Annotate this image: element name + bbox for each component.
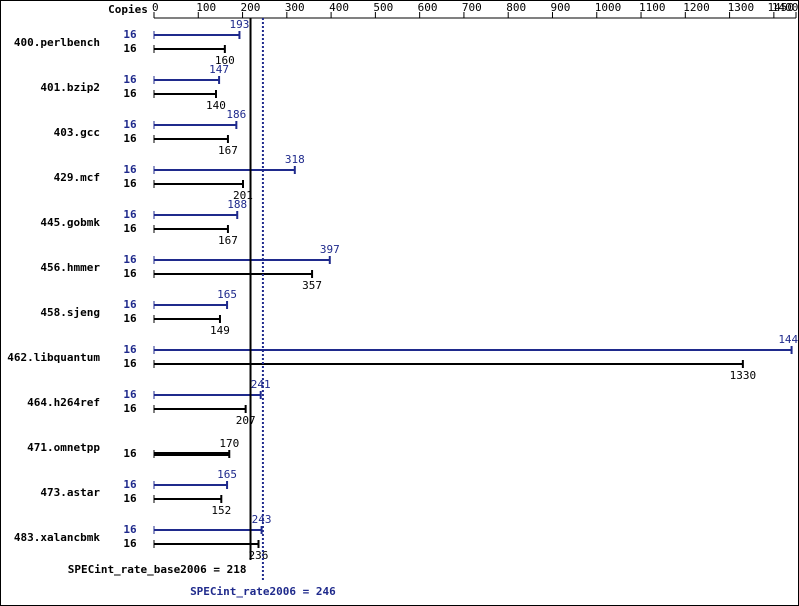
reference-label: SPECint_rate2006 = 246 — [190, 585, 336, 598]
value-label: 149 — [210, 324, 230, 337]
x-tick-label: 0 — [152, 1, 159, 14]
category-label: 445.gobmk — [40, 216, 100, 229]
category-label: 403.gcc — [54, 126, 100, 139]
value-label: 201 — [233, 189, 253, 202]
category-label: 464.h264ref — [27, 396, 100, 409]
value-label: 193 — [230, 18, 250, 31]
copies: 16 — [123, 222, 137, 235]
copies-header: Copies — [108, 3, 148, 16]
x-tick-label: 600 — [418, 1, 438, 14]
value-label: 1440 — [778, 333, 799, 346]
copies: 16 — [123, 208, 137, 221]
category-label: 400.perlbench — [14, 36, 100, 49]
value-label: 165 — [217, 468, 237, 481]
value-label: 186 — [226, 108, 246, 121]
copies: 16 — [123, 298, 137, 311]
value-label: 318 — [285, 153, 305, 166]
x-tick-label: 1300 — [728, 1, 755, 14]
value-label: 167 — [218, 144, 238, 157]
category-label: 483.xalancbmk — [14, 531, 100, 544]
copies: 16 — [123, 42, 137, 55]
value-label: 188 — [227, 198, 247, 211]
value-label: 160 — [215, 54, 235, 67]
copies: 16 — [123, 132, 137, 145]
x-tick-label: 1100 — [639, 1, 666, 14]
value-label: 207 — [236, 414, 256, 427]
category-label: 462.libquantum — [7, 351, 100, 364]
x-tick-label: 1200 — [683, 1, 710, 14]
copies: 16 — [123, 163, 137, 176]
category-label: 456.hmmer — [40, 261, 100, 274]
value-label: 243 — [252, 513, 272, 526]
copies: 16 — [123, 312, 137, 325]
copies: 16 — [123, 73, 137, 86]
copies: 16 — [123, 28, 137, 41]
copies: 16 — [123, 343, 137, 356]
x-tick-label: 900 — [550, 1, 570, 14]
category-label: 429.mcf — [54, 171, 100, 184]
value-label: 167 — [218, 234, 238, 247]
value-label: 147 — [209, 63, 229, 76]
reference-label: SPECint_rate_base2006 = 218 — [68, 563, 247, 576]
value-label: 152 — [211, 504, 231, 517]
x-tick-label: 1450 — [768, 1, 795, 14]
value-label: 140 — [206, 99, 226, 112]
x-tick-label: 300 — [285, 1, 305, 14]
value-label: 357 — [302, 279, 322, 292]
category-label: 458.sjeng — [40, 306, 100, 319]
x-tick-label: 1000 — [595, 1, 622, 14]
copies: 16 — [123, 267, 137, 280]
copies: 16 — [123, 447, 137, 460]
value-label: 241 — [251, 378, 271, 391]
x-tick-label: 200 — [241, 1, 261, 14]
value-label: 236 — [249, 549, 269, 562]
category-label: 401.bzip2 — [40, 81, 100, 94]
copies: 16 — [123, 492, 137, 505]
copies: 16 — [123, 177, 137, 190]
x-tick-label: 100 — [196, 1, 216, 14]
x-tick-label: 1400 — [772, 1, 799, 14]
x-tick-label: 500 — [373, 1, 393, 14]
copies: 16 — [123, 523, 137, 536]
value-label: 1330 — [730, 369, 757, 382]
value-label: 165 — [217, 288, 237, 301]
category-label: 473.astar — [40, 486, 100, 499]
copies: 16 — [123, 118, 137, 131]
category-label: 471.omnetpp — [27, 441, 100, 454]
value-label: 397 — [320, 243, 340, 256]
copies: 16 — [123, 402, 137, 415]
value-label: 170 — [219, 437, 239, 450]
x-tick-label: 400 — [329, 1, 349, 14]
x-tick-label: 700 — [462, 1, 482, 14]
copies: 16 — [123, 478, 137, 491]
x-tick-label: 800 — [506, 1, 526, 14]
copies: 16 — [123, 357, 137, 370]
copies: 16 — [123, 253, 137, 266]
copies: 16 — [123, 537, 137, 550]
copies: 16 — [123, 87, 137, 100]
copies: 16 — [123, 388, 137, 401]
